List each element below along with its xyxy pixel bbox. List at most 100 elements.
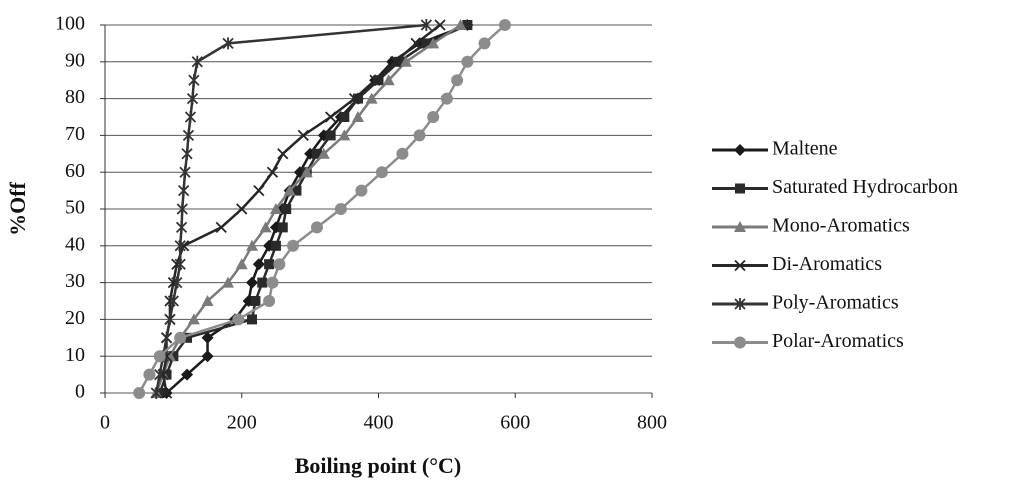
y-tick-label: 100 <box>55 13 85 35</box>
marker <box>177 184 190 197</box>
marker <box>325 111 337 123</box>
marker <box>375 166 388 179</box>
marker-shape <box>399 55 412 67</box>
marker-shape <box>168 351 179 362</box>
x-tick-label: 0 <box>100 412 110 434</box>
marker-shape <box>184 111 197 123</box>
marker-shape <box>164 313 176 326</box>
marker-shape <box>181 147 193 160</box>
marker-shape <box>287 239 300 252</box>
marker-shape <box>413 129 426 142</box>
marker <box>174 239 186 252</box>
marker-shape <box>478 37 491 50</box>
marker <box>310 221 323 234</box>
marker-shape <box>310 221 323 234</box>
marker <box>171 276 183 289</box>
marker <box>334 203 347 215</box>
marker <box>143 368 156 381</box>
marker <box>236 203 248 215</box>
marker-shape <box>283 184 296 196</box>
marker <box>369 74 381 86</box>
marker <box>181 147 193 160</box>
marker <box>201 295 214 306</box>
marker <box>396 147 409 160</box>
marker <box>161 369 172 380</box>
marker <box>283 184 296 196</box>
marker-shape <box>187 313 200 325</box>
marker <box>222 276 235 288</box>
marker <box>461 55 474 68</box>
marker-shape <box>259 221 272 233</box>
marker <box>498 19 511 31</box>
marker-shape <box>150 387 162 399</box>
marker-shape <box>734 336 746 349</box>
marker-shape <box>291 185 302 196</box>
marker <box>133 387 146 399</box>
y-tick-label: 30 <box>65 270 85 292</box>
marker <box>235 258 248 270</box>
marker <box>273 258 286 271</box>
marker <box>462 20 473 30</box>
marker-shape <box>297 129 309 142</box>
marker <box>440 92 453 105</box>
y-tick-label: 40 <box>65 233 85 255</box>
y-tick-label: 50 <box>65 197 85 219</box>
marker-shape <box>236 203 248 215</box>
marker <box>187 313 200 325</box>
marker <box>277 222 288 233</box>
marker-shape <box>352 93 363 104</box>
marker <box>191 55 203 68</box>
marker <box>434 19 446 31</box>
marker <box>339 112 350 122</box>
marker-shape <box>427 111 440 123</box>
marker-shape <box>201 295 214 306</box>
marker-shape <box>161 369 172 380</box>
marker <box>174 258 186 271</box>
marker-shape <box>355 184 368 197</box>
marker <box>253 184 265 197</box>
marker-shape <box>174 331 187 344</box>
marker-shape <box>300 166 313 178</box>
marker <box>160 387 173 399</box>
marker <box>281 204 292 214</box>
marker-shape <box>281 204 292 214</box>
marker <box>186 92 199 105</box>
marker <box>300 166 313 178</box>
marker <box>259 221 272 233</box>
marker-shape <box>461 55 474 68</box>
marker <box>291 185 302 196</box>
marker-shape <box>451 74 464 87</box>
marker-shape <box>188 74 200 87</box>
x-tick-label: 200 <box>227 412 257 434</box>
marker <box>182 332 193 343</box>
marker-shape <box>434 19 446 31</box>
marker <box>270 240 281 251</box>
marker-shape <box>176 203 188 215</box>
marker-shape <box>734 259 746 272</box>
marker-shape <box>252 258 265 271</box>
marker-shape <box>154 388 165 398</box>
marker-shape <box>186 92 199 105</box>
marker-shape <box>373 75 384 86</box>
marker-shape <box>334 203 347 215</box>
marker-shape <box>153 350 166 363</box>
marker <box>247 314 258 325</box>
marker-shape <box>257 277 268 288</box>
marker <box>382 74 395 86</box>
marker-shape <box>160 331 173 344</box>
marker <box>427 111 440 123</box>
marker <box>413 129 426 142</box>
marker-shape <box>247 314 258 325</box>
marker-shape <box>270 240 281 251</box>
marker-shape <box>246 276 259 289</box>
marker <box>421 38 432 49</box>
marker-shape <box>154 368 166 381</box>
marker-shape <box>182 129 195 142</box>
legend-label: Polar-Aromatics <box>772 330 904 352</box>
marker <box>394 56 405 67</box>
marker <box>176 203 188 215</box>
y-tick-label: 60 <box>65 160 85 182</box>
x-axis-title: Boiling point (°C) <box>295 453 462 478</box>
marker-shape <box>348 92 361 105</box>
